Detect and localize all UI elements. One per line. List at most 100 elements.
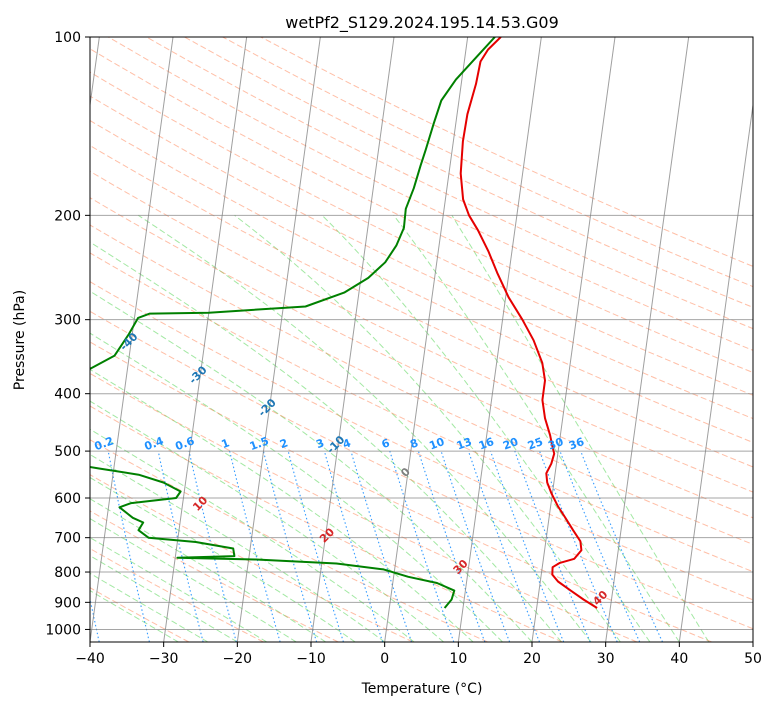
chart-title: wetPf2_S129.2024.195.14.53.G09 <box>285 13 559 33</box>
y-tick-label: 1000 <box>45 622 81 638</box>
moist-adiabat-line <box>393 214 680 642</box>
mixing-ratio-label: 36 <box>567 435 586 453</box>
mixing-ratio-line <box>287 450 344 642</box>
x-tick-label: −30 <box>149 651 179 667</box>
x-tick-label: 10 <box>449 651 467 667</box>
isotherm-gridlines <box>90 37 753 642</box>
mixing-ratio-line <box>229 450 281 642</box>
mixing-ratio-label: 2 <box>278 436 290 451</box>
x-tick-label: 30 <box>597 651 615 667</box>
y-axis-ticks: 100 200 300 400 500 600 700 800 900 1000 <box>45 30 90 638</box>
mixing-ratio-line <box>350 450 413 642</box>
moist-adiabat-line <box>90 368 474 642</box>
moist-adiabat-line <box>451 215 710 642</box>
x-tick-label: −20 <box>223 651 253 667</box>
isotherm-line <box>678 101 753 642</box>
x-tick-label: 0 <box>380 651 389 667</box>
mixing-ratio-label: 0.4 <box>143 434 166 453</box>
isotherm-line <box>384 37 469 642</box>
mixing-ratio-label: 8 <box>408 436 420 451</box>
dry-adiabat-line <box>90 48 753 374</box>
x-tick-label: −10 <box>296 651 326 667</box>
dry-adiabat-line <box>184 37 753 308</box>
profile-lines <box>90 37 598 609</box>
line-labels: 0.10.20.40.611.52346810131620253036-100-… <box>93 330 611 608</box>
moist-adiabat-line <box>90 290 533 642</box>
isotherm-line <box>531 37 616 642</box>
dry-adiabat-line <box>90 510 339 642</box>
mixing-ratio-line <box>107 450 150 642</box>
mixing-ratio-label: 3 <box>314 436 326 451</box>
isotherm-line <box>605 37 690 642</box>
dry-adiabat-line <box>90 95 753 420</box>
moist-adiabat-line <box>90 453 385 642</box>
mixing-ratio-label: 1.5 <box>248 434 271 453</box>
mixing-ratio-label: 0.2 <box>93 434 116 453</box>
dry-adiabats <box>90 37 753 642</box>
mixing-ratio-label: 4 <box>341 436 353 451</box>
moist-adiabat-line <box>90 241 562 642</box>
dry-adiabat-line <box>107 37 753 351</box>
mixing-ratio-line <box>559 450 641 642</box>
moist-adiabat-line <box>90 536 268 642</box>
moist-adiabat-line <box>90 332 503 642</box>
x-tick-label: 40 <box>670 651 688 667</box>
moist-adiabat-line <box>90 476 356 642</box>
mixing-ratio-line <box>157 450 204 642</box>
plot-frame <box>89 36 754 643</box>
moist-adiabat-line <box>321 214 651 642</box>
mixing-ratio-line <box>489 450 565 642</box>
plot-area: 0.10.20.40.611.52346810131620253036-100-… <box>90 37 753 642</box>
mixing-ratio-line <box>323 450 384 642</box>
y-tick-label: 200 <box>54 208 81 224</box>
x-axis-ticks: −40 −30 −20 −10 0 10 20 30 40 50 <box>75 642 762 667</box>
dry-adiabat-line <box>90 310 753 630</box>
isotherm-line <box>457 37 542 642</box>
moist-adiabat-line <box>90 555 238 642</box>
y-tick-label: 800 <box>54 565 81 581</box>
mixing-ratio-line <box>188 450 237 642</box>
dry-adiabat-line <box>90 145 753 468</box>
dry-adiabat-line <box>90 224 753 545</box>
mixing-ratio-line <box>467 450 541 642</box>
y-tick-label: 600 <box>54 491 81 507</box>
dry-adiabat-line <box>90 71 753 396</box>
moist-adiabat-line <box>90 498 326 642</box>
mixing-ratio-line <box>262 450 318 642</box>
x-tick-label: 50 <box>744 651 762 667</box>
mixing-ratio-line <box>389 450 455 642</box>
y-tick-label: 700 <box>54 531 81 547</box>
mixing-ratio-label: 6 <box>380 436 392 451</box>
mixing-ratio-label: 25 <box>526 435 545 452</box>
mixing-ratio-line <box>90 596 100 642</box>
y-tick-label: 100 <box>54 30 81 46</box>
mixing-ratio-label: 30 <box>546 435 565 453</box>
x-tick-label: −40 <box>75 651 105 667</box>
dry-adiabat-line <box>90 372 638 642</box>
mixing-ratio-label: 0.6 <box>173 434 196 453</box>
x-tick-label: 20 <box>523 651 541 667</box>
dry-adiabat-line <box>90 405 563 642</box>
y-axis-label: Pressure (hPa) <box>12 290 28 390</box>
mixing-ratio-line <box>538 450 618 642</box>
dry-adiabat-line <box>90 341 712 642</box>
y-tick-label: 900 <box>54 595 81 611</box>
dry-adiabat-line <box>90 197 753 519</box>
y-tick-label: 400 <box>54 387 81 403</box>
temperature-profile-line <box>459 37 598 609</box>
mixing-ratio-line <box>417 450 486 642</box>
mixing-ratio-label: 20 <box>501 435 520 453</box>
mixing-ratio-line <box>440 450 511 642</box>
mixing-ratio-label: 1 <box>220 436 232 451</box>
mixing-ratio-label: 13 <box>455 435 474 452</box>
moist-adiabat-line <box>90 518 297 642</box>
y-tick-label: 500 <box>54 444 81 460</box>
isotherm-line <box>90 37 174 642</box>
x-axis-label: Temperature (°C) <box>361 681 483 697</box>
mixing-ratio-label: 10 <box>427 435 446 453</box>
mixing-ratio-label: 16 <box>477 435 496 453</box>
dry-adiabat-line <box>90 548 264 642</box>
isobar-gridlines <box>90 37 753 630</box>
dewpoint-profile-line <box>90 37 496 609</box>
